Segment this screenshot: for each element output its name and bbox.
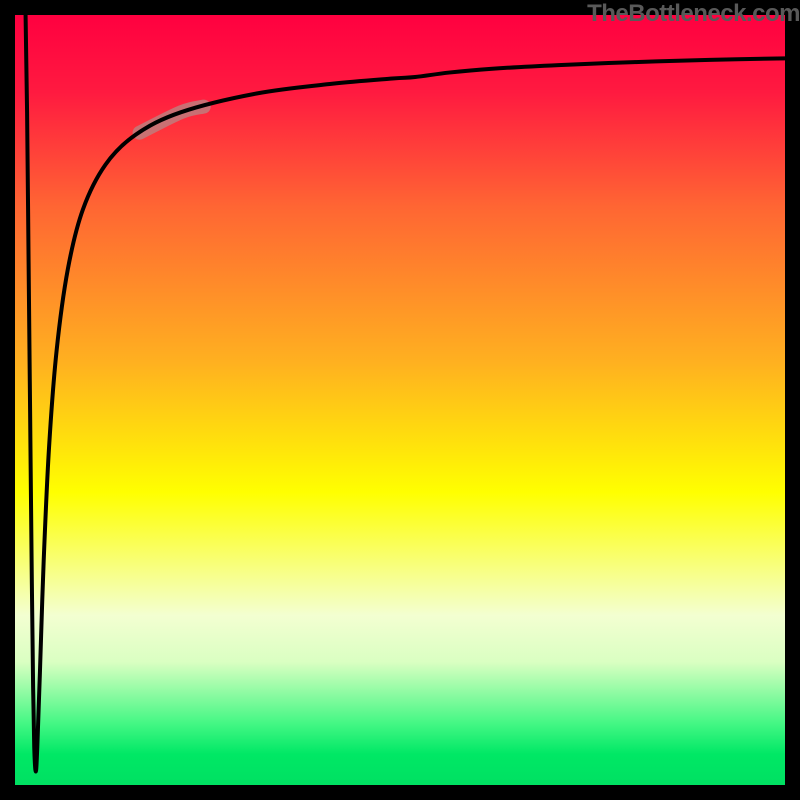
- chart-frame: TheBottleneck.com: [0, 0, 800, 800]
- gradient-background: [15, 15, 785, 785]
- plot-area: [15, 15, 785, 785]
- plot-svg: [15, 15, 785, 785]
- watermark-text: TheBottleneck.com: [587, 0, 800, 28]
